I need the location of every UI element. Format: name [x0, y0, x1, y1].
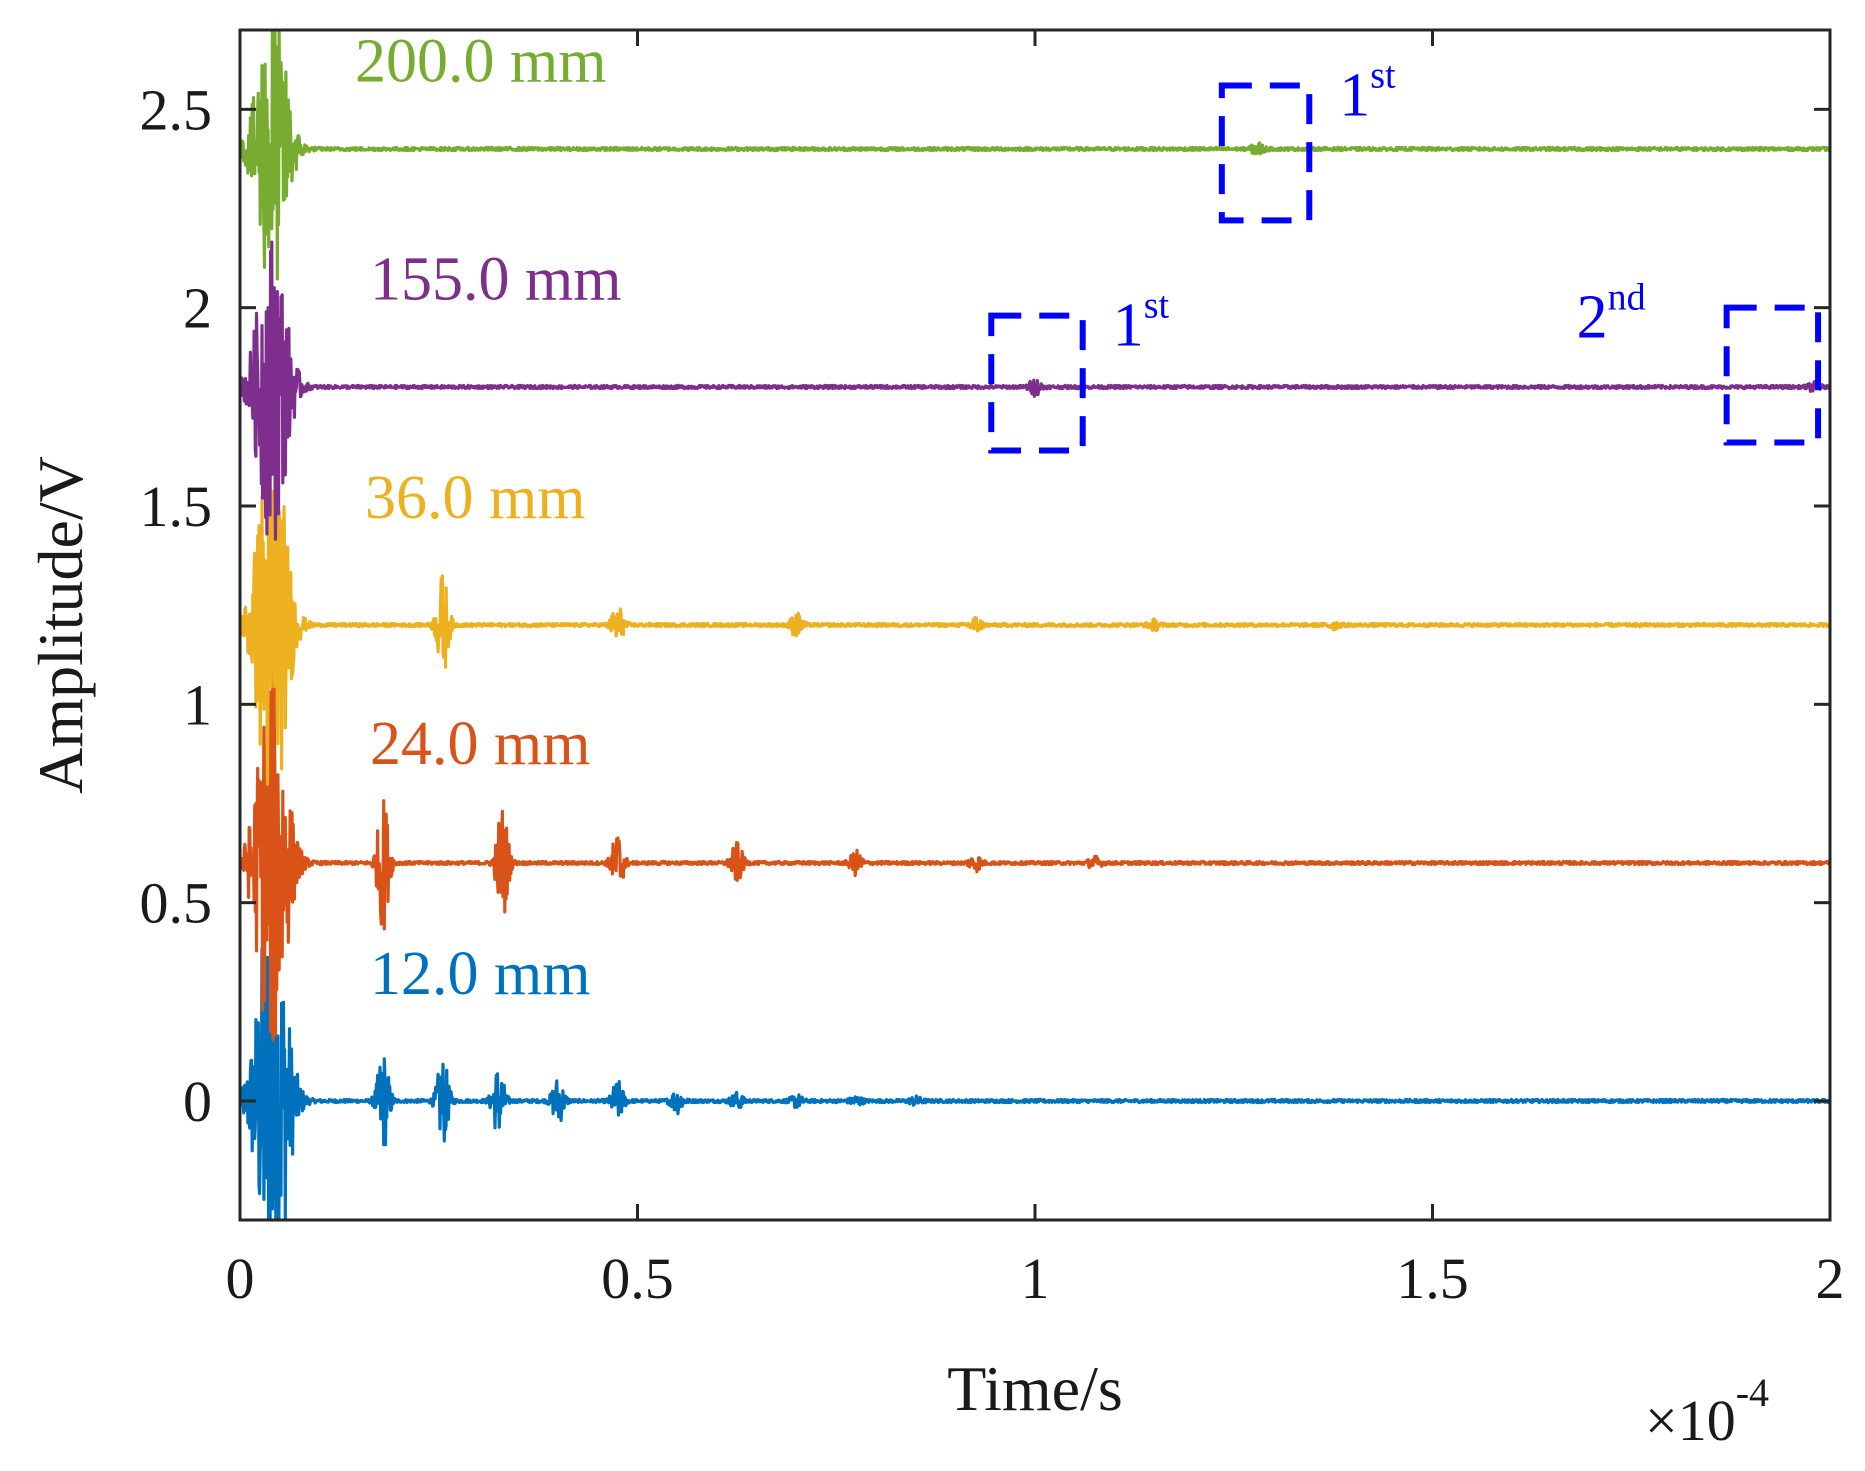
echo-annotations: 1st 1st 2nd: [988, 55, 1822, 454]
echo-order-label: 1st: [1339, 55, 1396, 130]
y-tick-label: 0.5: [140, 871, 213, 936]
x-tick-label: 0.5: [601, 1246, 674, 1311]
echo-order-label: 1st: [1113, 285, 1170, 360]
trace-36-0-mmseries: [240, 449, 1830, 786]
series-label: 24.0 mm: [370, 710, 590, 778]
trace-200-0-mmseries: [240, 30, 1830, 281]
y-tick-label: 1: [183, 672, 212, 737]
series-label: 36.0 mm: [365, 464, 585, 532]
signal-traces: [240, 30, 1830, 1220]
x-tick-label: 0: [226, 1246, 255, 1311]
trace-24-0-mmseries: [240, 664, 1830, 1042]
series-labels: 12.0 mm 24.0 mm 36.0 mm 155.0 mm 200.0 mm: [355, 28, 621, 1008]
x-axis-exponent: ×10-4: [1645, 1370, 1769, 1453]
x-tick-label: 1.5: [1396, 1246, 1469, 1311]
trace-155-0-mmseries: [240, 240, 1830, 541]
echo-box: [988, 312, 1086, 454]
series-label: 155.0 mm: [370, 246, 621, 314]
series-label: 200.0 mm: [355, 28, 606, 96]
y-tick-label: 0: [183, 1069, 212, 1134]
x-tick-label: 1: [1021, 1246, 1050, 1311]
axis-ticks: 0 0.5 1 1.5 2 0 0.5 1 1.5 2 2.5: [140, 30, 1845, 1311]
y-tick-label: 2.5: [140, 77, 213, 142]
echo-order-label: 2nd: [1577, 277, 1646, 352]
echo-box: [1723, 304, 1822, 446]
series-label: 12.0 mm: [370, 940, 590, 1008]
trace-12-0-mmseries: [240, 910, 1830, 1220]
y-axis-label: Amplitude/V: [25, 456, 96, 794]
x-axis-label: Time/s: [947, 1353, 1123, 1424]
x-tick-label: 2: [1816, 1246, 1845, 1311]
echo-box: [1218, 82, 1313, 224]
y-tick-label: 2: [183, 276, 212, 341]
y-tick-label: 1.5: [140, 474, 213, 539]
